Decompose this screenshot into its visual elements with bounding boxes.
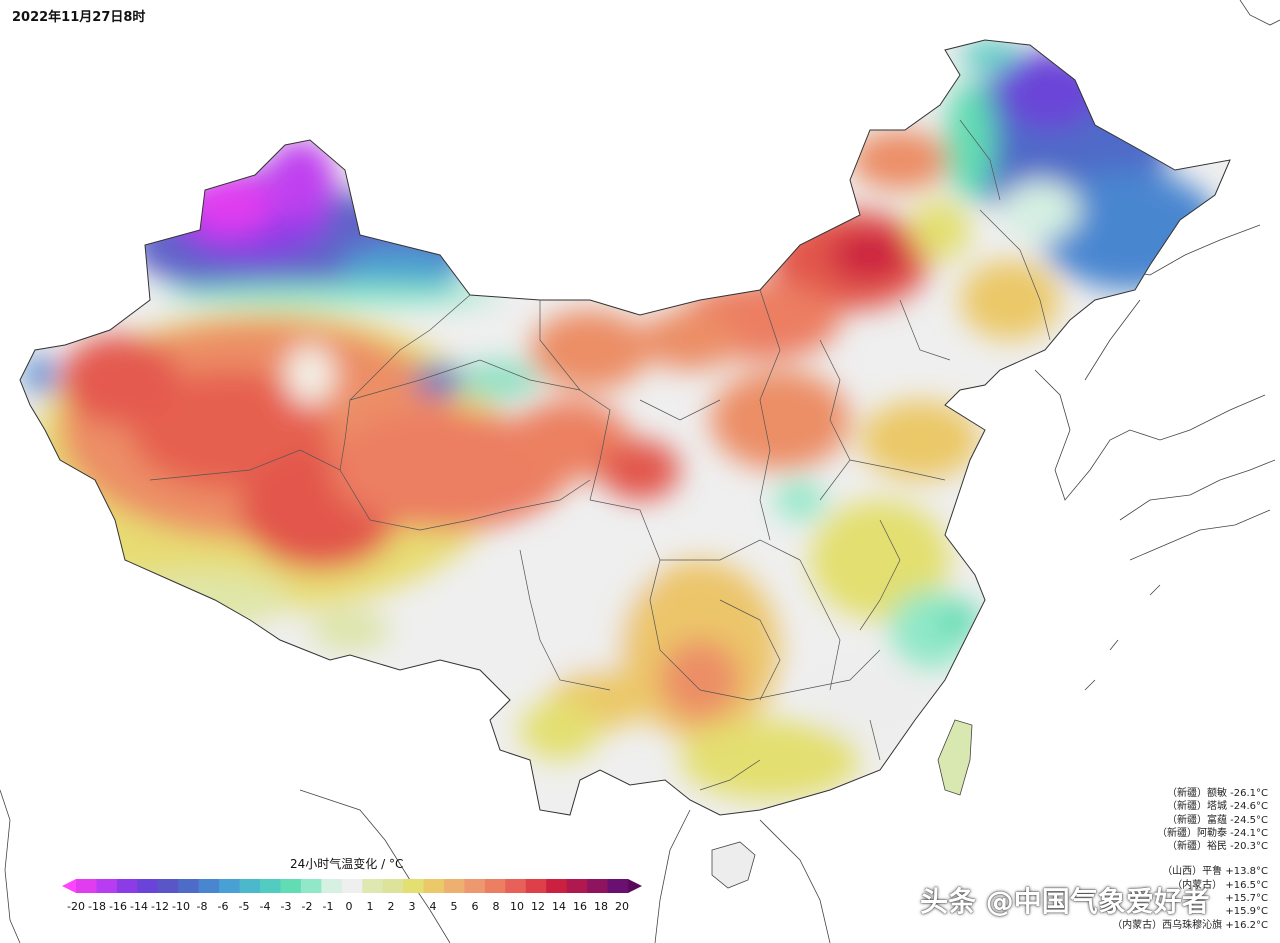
station-row: （新疆）富蕴 -24.5°C	[1166, 814, 1268, 826]
legend-title: 24小时气温变化 / °C	[290, 857, 404, 871]
legend-color-swatch	[300, 879, 322, 893]
station-row: +15.7°C	[1225, 893, 1268, 905]
station-row: （新疆）阿勒泰 -24.1°C	[1156, 827, 1268, 839]
watermark: 头条 @中国气象爱好者	[920, 885, 1210, 918]
legend-color-swatch	[178, 879, 200, 893]
islands	[711, 719, 973, 889]
station-row: （新疆）裕民 -20.3°C	[1166, 841, 1268, 853]
legend-tick-label: -20	[67, 900, 85, 913]
station-extremes-list: （新疆）额敏 -26.1°C （新疆）塔城 -24.6°C （新疆）富蕴 -24.5…	[1112, 787, 1268, 932]
legend-tick-label: 2	[387, 900, 395, 913]
legend-tick-label: 20	[615, 900, 629, 913]
legend-color-swatch	[362, 879, 384, 893]
station-row: +15.9°C	[1225, 906, 1268, 918]
legend-color-swatch	[96, 879, 118, 893]
legend-color-swatch	[321, 879, 343, 893]
legend-color-swatch	[566, 879, 588, 893]
legend-color-swatch	[525, 879, 547, 893]
legend-tick-label: 18	[594, 900, 608, 913]
legend-tick-label: 12	[531, 900, 545, 913]
legend-tick-label: 1	[366, 900, 374, 913]
station-row: （新疆）额敏 -26.1°C	[1166, 788, 1268, 799]
legend-color-swatch	[505, 879, 527, 893]
legend-color-swatch	[239, 879, 261, 893]
legend-tick-label: -3	[280, 900, 292, 913]
legend-color-swatch	[76, 879, 97, 893]
legend-color-swatch	[484, 879, 506, 893]
legend-color-swatch	[403, 879, 425, 893]
station-row: （新疆）塔城 -24.6°C	[1166, 801, 1268, 813]
legend-color-swatch	[587, 879, 609, 893]
legend-tick-label: -2	[301, 900, 313, 913]
legend-color-swatch	[116, 879, 138, 893]
legend-max-arrow	[628, 879, 642, 893]
legend-tick-label: -4	[259, 900, 271, 913]
legend-tick-label: 4	[429, 900, 437, 913]
legend-color-swatch	[137, 879, 159, 893]
legend-color-swatch	[382, 879, 404, 893]
legend-color-swatch	[607, 879, 629, 893]
legend-tick-label: 8	[492, 900, 500, 913]
station-row: （内蒙古） +16.5°C	[1172, 879, 1268, 891]
legend-tick-label: 0	[345, 900, 353, 913]
legend-tick-label: 10	[510, 900, 524, 913]
legend-color-swatch	[444, 879, 465, 893]
legend-color-swatch	[423, 879, 445, 893]
legend-tick-label: -18	[88, 900, 106, 913]
station-row: （山西）平鲁 +13.8°C	[1162, 866, 1268, 878]
temperature-field	[19, 39, 1231, 816]
legend-tick-label: -10	[172, 900, 190, 913]
legend-tick-label: -6	[217, 900, 229, 913]
legend-tick-label: 6	[471, 900, 479, 913]
legend-tick-label: -1	[322, 900, 334, 913]
legend-tick-label: 5	[450, 900, 458, 913]
legend-tick-label: -14	[130, 900, 148, 913]
legend-color-swatch	[198, 879, 220, 893]
legend-tick-label: -16	[109, 900, 127, 913]
legend-color-swatch	[280, 879, 302, 893]
legend-min-arrow	[62, 879, 76, 893]
province-boundaries	[149, 119, 1051, 791]
legend-color-swatch	[546, 879, 568, 893]
legend-tick-label: 16	[573, 900, 587, 913]
legend-tick-label: 3	[408, 900, 416, 913]
legend-tick-label: -12	[151, 900, 169, 913]
legend-color-swatch	[464, 879, 486, 893]
legend-tick-label: -8	[196, 900, 208, 913]
map-title: 2022年11月27日8时	[12, 10, 146, 25]
legend-color-swatch	[260, 879, 281, 893]
legend-tick-labels: -20 -18 -16 -14 -12 -10 -8 -6 -5 -4 -3 -2 -1 0 1 2 3 4 5 6 8…	[67, 900, 629, 916]
legend-tick-label: -5	[238, 900, 250, 913]
station-row: （内蒙古）西乌珠穆沁旗 +16.2°C	[1112, 919, 1268, 931]
color-legend-bar	[62, 879, 642, 893]
legend-color-swatch	[341, 879, 363, 893]
legend-color-swatch	[157, 879, 179, 893]
legend-tick-label: 14	[552, 900, 566, 913]
legend-color-swatch	[219, 879, 241, 893]
